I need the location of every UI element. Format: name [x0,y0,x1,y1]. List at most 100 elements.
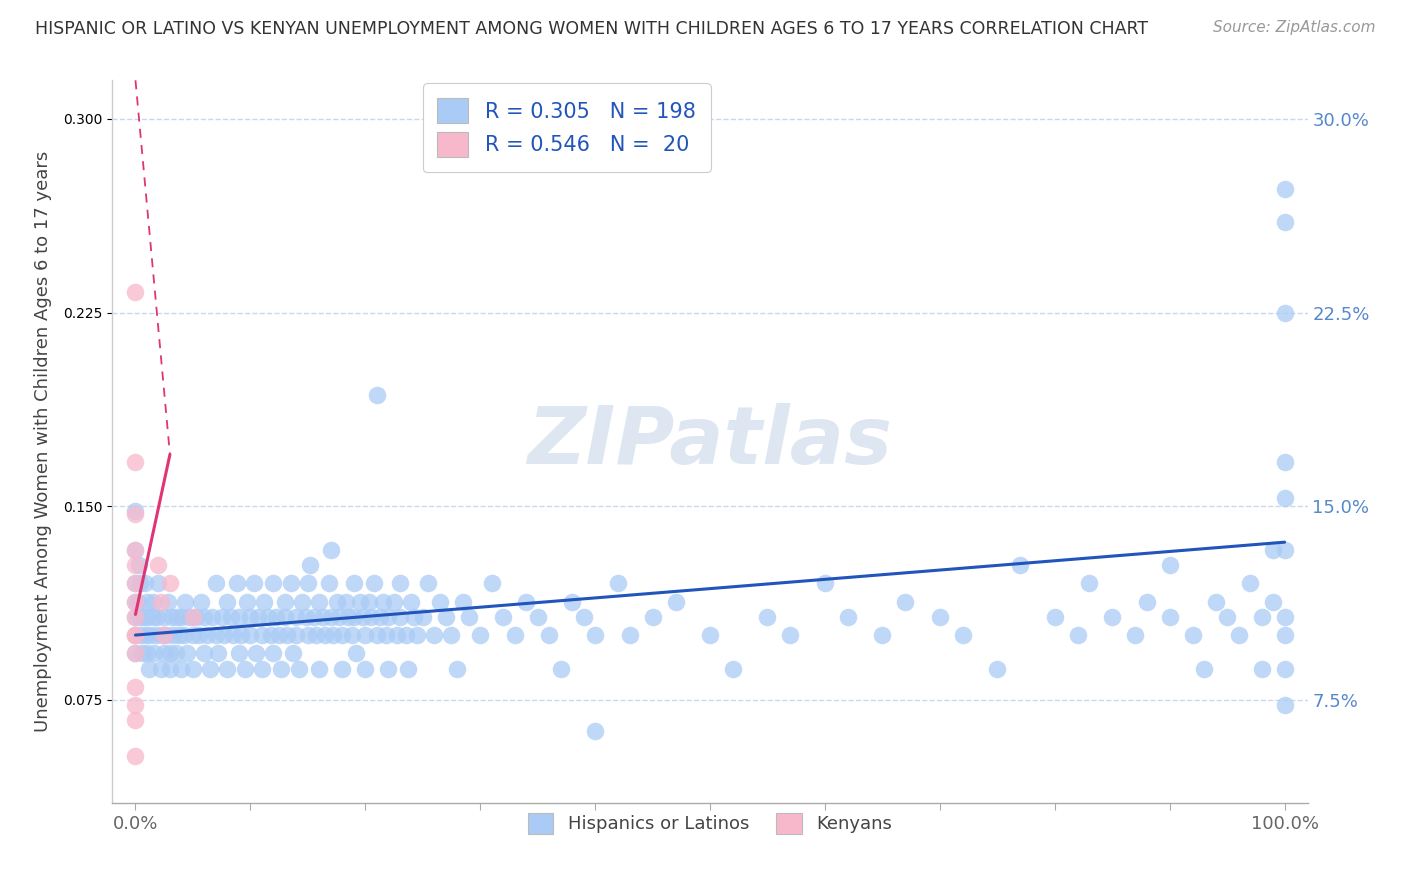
Point [173,594,195,608]
Point [1274,628,1296,642]
Point [302,610,325,624]
Point [418,576,440,591]
Point [136,594,159,608]
Point [132,610,155,624]
Point [343,610,366,624]
Point [377,610,399,624]
Point [387,628,409,642]
Point [162,628,184,642]
Point [396,662,419,676]
Point [212,628,235,642]
Y-axis label: Unemployment Among Women with Children Ages 6 to 17 years: Unemployment Among Women with Children A… [34,151,52,732]
Point [572,610,595,624]
Point [429,594,451,608]
Point [1274,491,1296,506]
Point [124,594,146,608]
Point [134,576,156,591]
Point [308,662,330,676]
Point [340,628,363,642]
Point [159,662,181,676]
Point [319,542,342,557]
Point [131,646,153,660]
Point [1261,594,1284,608]
Point [1274,181,1296,195]
Point [124,698,146,712]
Point [239,628,262,642]
Point [198,662,221,676]
Point [149,662,172,676]
Point [394,628,416,642]
Point [377,662,399,676]
Point [124,680,146,694]
Point [245,646,267,660]
Point [371,594,394,608]
Point [352,610,374,624]
Point [124,285,146,299]
Text: ZIPatlas: ZIPatlas [527,402,893,481]
Point [250,628,273,642]
Point [231,628,253,642]
Point [986,662,1008,676]
Point [124,628,146,642]
Point [457,610,479,624]
Point [382,594,405,608]
Point [159,646,181,660]
Point [219,610,242,624]
Point [225,576,247,591]
Point [872,628,894,642]
Point [294,610,316,624]
Point [721,662,744,676]
Point [250,662,273,676]
Point [330,662,353,676]
Point [176,646,198,660]
Point [159,576,181,591]
Point [124,628,146,642]
Point [423,628,446,642]
Point [291,594,314,608]
Point [136,610,159,624]
Point [1181,628,1204,642]
Point [186,610,208,624]
Point [138,662,160,676]
Point [1159,558,1181,573]
Point [952,628,974,642]
Point [1274,305,1296,319]
Point [146,610,169,624]
Legend: Hispanics or Latinos, Kenyans: Hispanics or Latinos, Kenyans [520,805,900,841]
Point [1136,594,1159,608]
Point [837,610,859,624]
Point [150,628,173,642]
Point [328,610,350,624]
Point [1274,215,1296,229]
Point [195,628,218,642]
Point [314,628,336,642]
Point [205,576,228,591]
Point [269,628,291,642]
Point [354,628,377,642]
Point [607,576,630,591]
Point [756,610,779,624]
Point [1216,610,1239,624]
Point [363,576,385,591]
Point [297,576,319,591]
Point [135,628,157,642]
Point [148,558,170,573]
Point [641,610,664,624]
Point [1274,662,1296,676]
Point [583,628,606,642]
Point [503,628,526,642]
Point [260,628,283,642]
Point [1043,610,1066,624]
Point [322,628,344,642]
Point [366,388,388,402]
Point [166,610,188,624]
Point [124,646,146,660]
Point [127,594,149,608]
Point [193,610,215,624]
Point [335,594,357,608]
Point [181,628,204,642]
Point [124,542,146,557]
Point [243,576,266,591]
Point [162,610,183,624]
Point [228,646,250,660]
